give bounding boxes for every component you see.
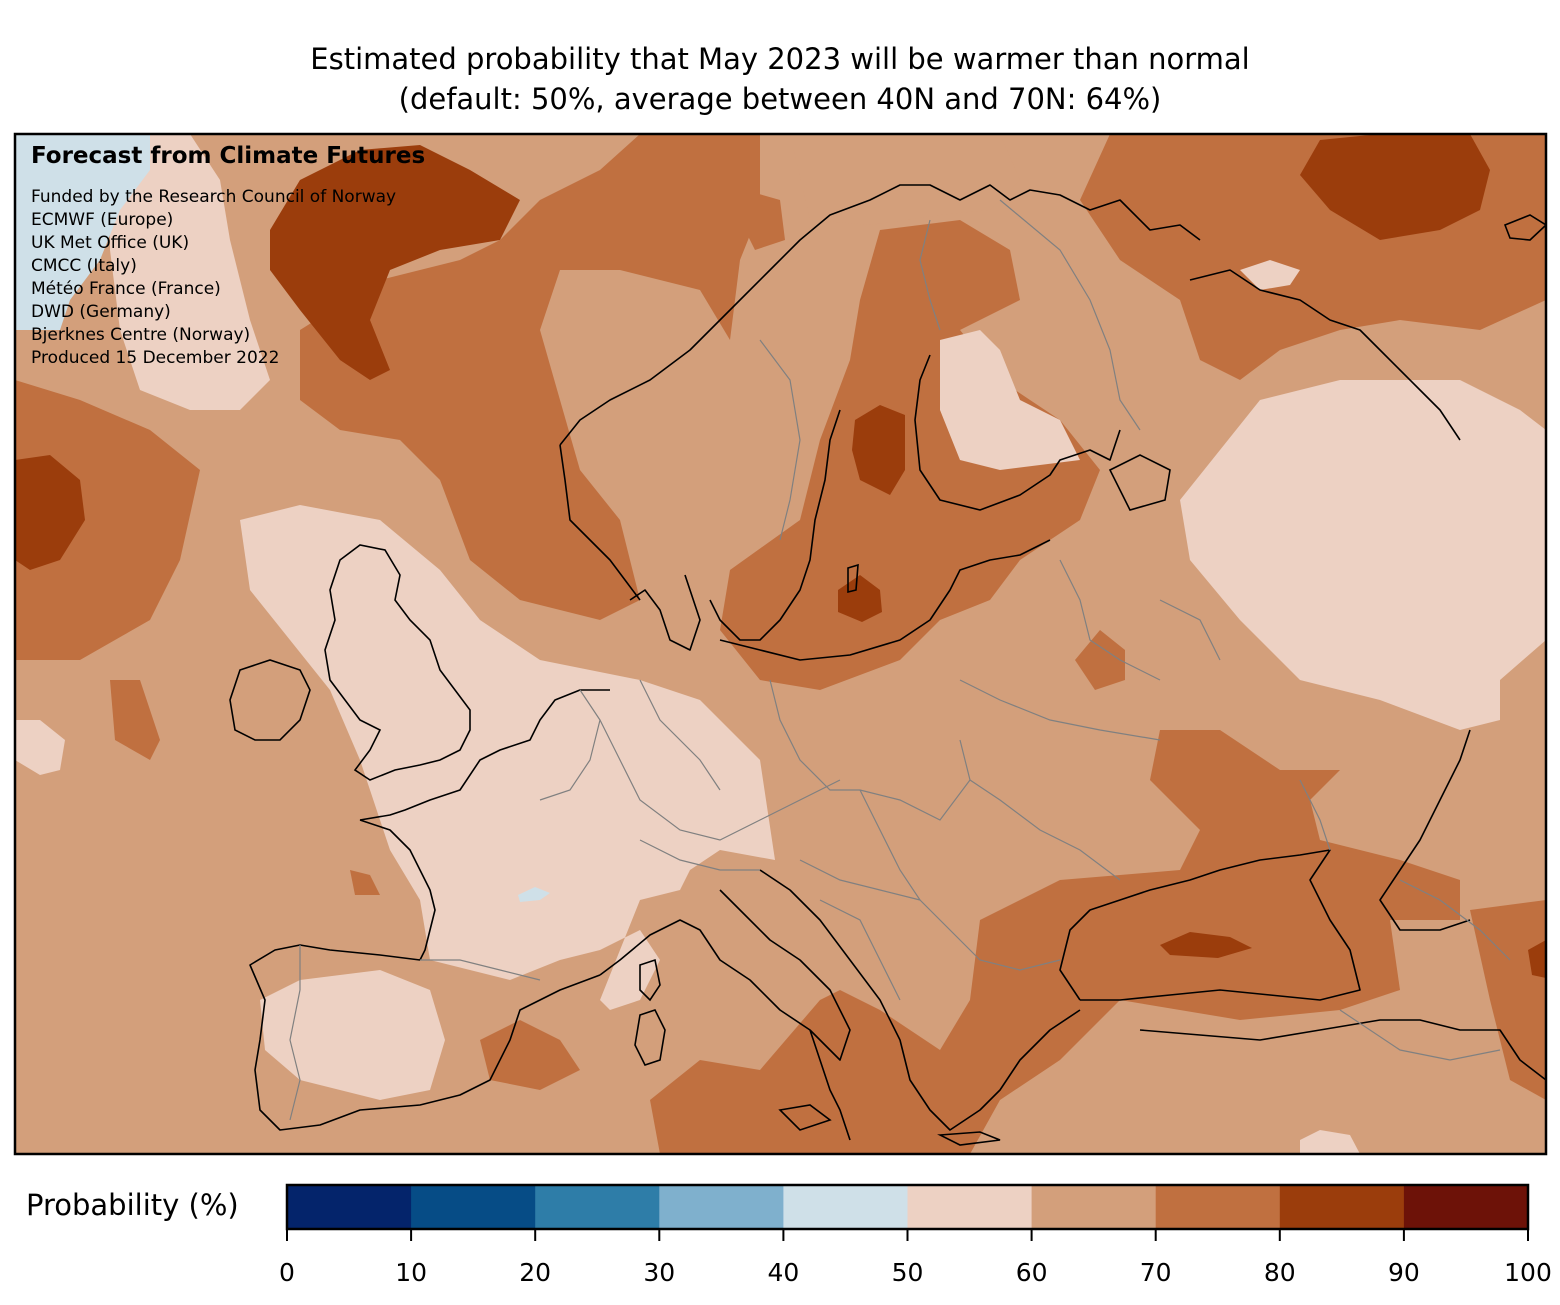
field-70-80-central-med [850, 1110, 930, 1154]
coast-iberia [249, 944, 601, 1131]
coast-norway [559, 184, 1201, 446]
credit-line: ECMWF (Europe) [31, 210, 174, 230]
field-40-50-alps [518, 887, 550, 902]
coast-turkey [1139, 1019, 1546, 1081]
field-60-70-finland-gap [790, 134, 1020, 225]
credit-line: DWD (Germany) [31, 302, 171, 322]
field-50-60-west-edge [15, 720, 65, 775]
islands [229, 214, 1546, 1146]
credit-line: Produced 15 December 2022 [31, 348, 280, 368]
coast-denmark [629, 574, 701, 651]
colorbar-tick-label: 40 [767, 1258, 800, 1287]
field-50-60-north-atlantic [110, 134, 270, 410]
field-80-90-norwegian-sea [270, 145, 520, 380]
colorbar-bin-10-20 [411, 1185, 536, 1229]
coast-russia-north [1189, 269, 1461, 441]
field-50-60-russia [1180, 380, 1546, 730]
map-title-line2: (default: 50%, average between 40N and 7… [398, 82, 1162, 116]
coast-sweden-baltic [709, 409, 841, 641]
coast-lake-ladoga [1108, 454, 1171, 511]
field-70-80-caucasus [1470, 900, 1546, 1100]
coast-italy-south [809, 1029, 851, 1141]
field-70-80-biscay [350, 870, 380, 895]
colorbar-bin-80-90 [1279, 1185, 1405, 1229]
coast-great-britain [324, 544, 471, 781]
credit-line: UK Met Office (UK) [31, 233, 190, 253]
credit-line: Bjerknes Centre (Norway) [31, 325, 251, 345]
colorbar-bin-40-50 [783, 1185, 908, 1229]
field-70-80-ukraine [650, 730, 1460, 1154]
field-80-90-atlantic [15, 455, 85, 570]
coast-norway-west [559, 444, 641, 601]
coast-corsica [639, 958, 661, 1002]
map-frame [13, 132, 1548, 1156]
colorbar-tick-label: 30 [643, 1258, 676, 1287]
field-50-60-iberia [260, 970, 445, 1100]
coast-adriatic-balkans [759, 869, 1081, 1131]
field-70-80-norwegian-sea [740, 190, 785, 250]
coast-sardinia [634, 1009, 666, 1066]
field-50-60-finland [940, 330, 1080, 470]
credit-line: Funded by the Research Council of Norway [31, 187, 397, 207]
colorbar-tick-label: 100 [1504, 1258, 1552, 1287]
colorbar-bin-50-60 [907, 1185, 1033, 1229]
colorbar-bin-0-10 [287, 1185, 412, 1229]
field-70-80-scandinavia [720, 220, 1100, 690]
colorbar-tick-label: 20 [519, 1258, 552, 1287]
colorbar-bin-20-30 [535, 1185, 660, 1229]
colorbar-bin-70-80 [1155, 1185, 1281, 1229]
field-70-80-atlantic-small [110, 680, 160, 760]
coast-gotland [847, 563, 859, 594]
forecast-heading: Forecast from Climate Futures [31, 143, 426, 169]
field-80-90-black-sea [1160, 932, 1252, 958]
credit-line: CMCC (Italy) [31, 256, 137, 276]
credit-line: Météo France (France) [31, 279, 221, 299]
colorbar-bin-30-40 [659, 1185, 784, 1229]
field-70-80-north-atlantic [190, 134, 760, 620]
field-50-60-caspian [1300, 1130, 1360, 1154]
coast-ireland [229, 659, 311, 741]
colorbar-tick-label: 70 [1139, 1258, 1172, 1287]
field-70-80-west-atlantic [15, 380, 200, 660]
field-80-90-sweden [852, 405, 905, 495]
colorbar-bin-90-100 [1403, 1185, 1529, 1229]
country-borders [289, 199, 1511, 1121]
field-80-90-baltic [838, 575, 882, 622]
coast-caspian [1379, 729, 1471, 931]
colorbar-tick-label: 90 [1387, 1258, 1420, 1287]
field-50-60-western-europe [240, 505, 775, 1010]
coast-crete [937, 1131, 1001, 1146]
credits-box: Forecast from Climate Futures Funded by … [31, 145, 425, 370]
coast-med-france-italy [599, 889, 851, 1061]
coast-baltic-south [719, 539, 1051, 661]
coast-scandinavia-east [914, 354, 1121, 511]
colorbar-tick-label: 0 [279, 1258, 295, 1287]
field-40-50-greenland [15, 134, 150, 330]
colorbar-bin-60-70 [1031, 1185, 1157, 1229]
colorbar-tick-label: 80 [1263, 1258, 1296, 1287]
field-50-60-barents [1240, 260, 1300, 290]
colorbar-tick-label: 50 [891, 1258, 924, 1287]
field-80-90-caucasus [1528, 940, 1546, 978]
field-80-90-barents [1300, 134, 1490, 240]
field-70-80-belarus [1075, 630, 1125, 690]
coast-novaya-zemlya [1503, 214, 1546, 241]
coastlines [249, 184, 1546, 1141]
coast-netherlands-france [359, 689, 610, 821]
coast-france-west [359, 819, 436, 961]
colorbar-tick-label: 10 [395, 1258, 427, 1287]
coast-sicily [778, 1104, 832, 1131]
field-70-80-iberia [480, 1020, 580, 1090]
colorbar-label: Probability (%) [26, 1188, 239, 1222]
colorbar-tick-label: 60 [1015, 1258, 1048, 1287]
map-title-line1: Estimated probability that May 2023 will… [310, 42, 1250, 76]
